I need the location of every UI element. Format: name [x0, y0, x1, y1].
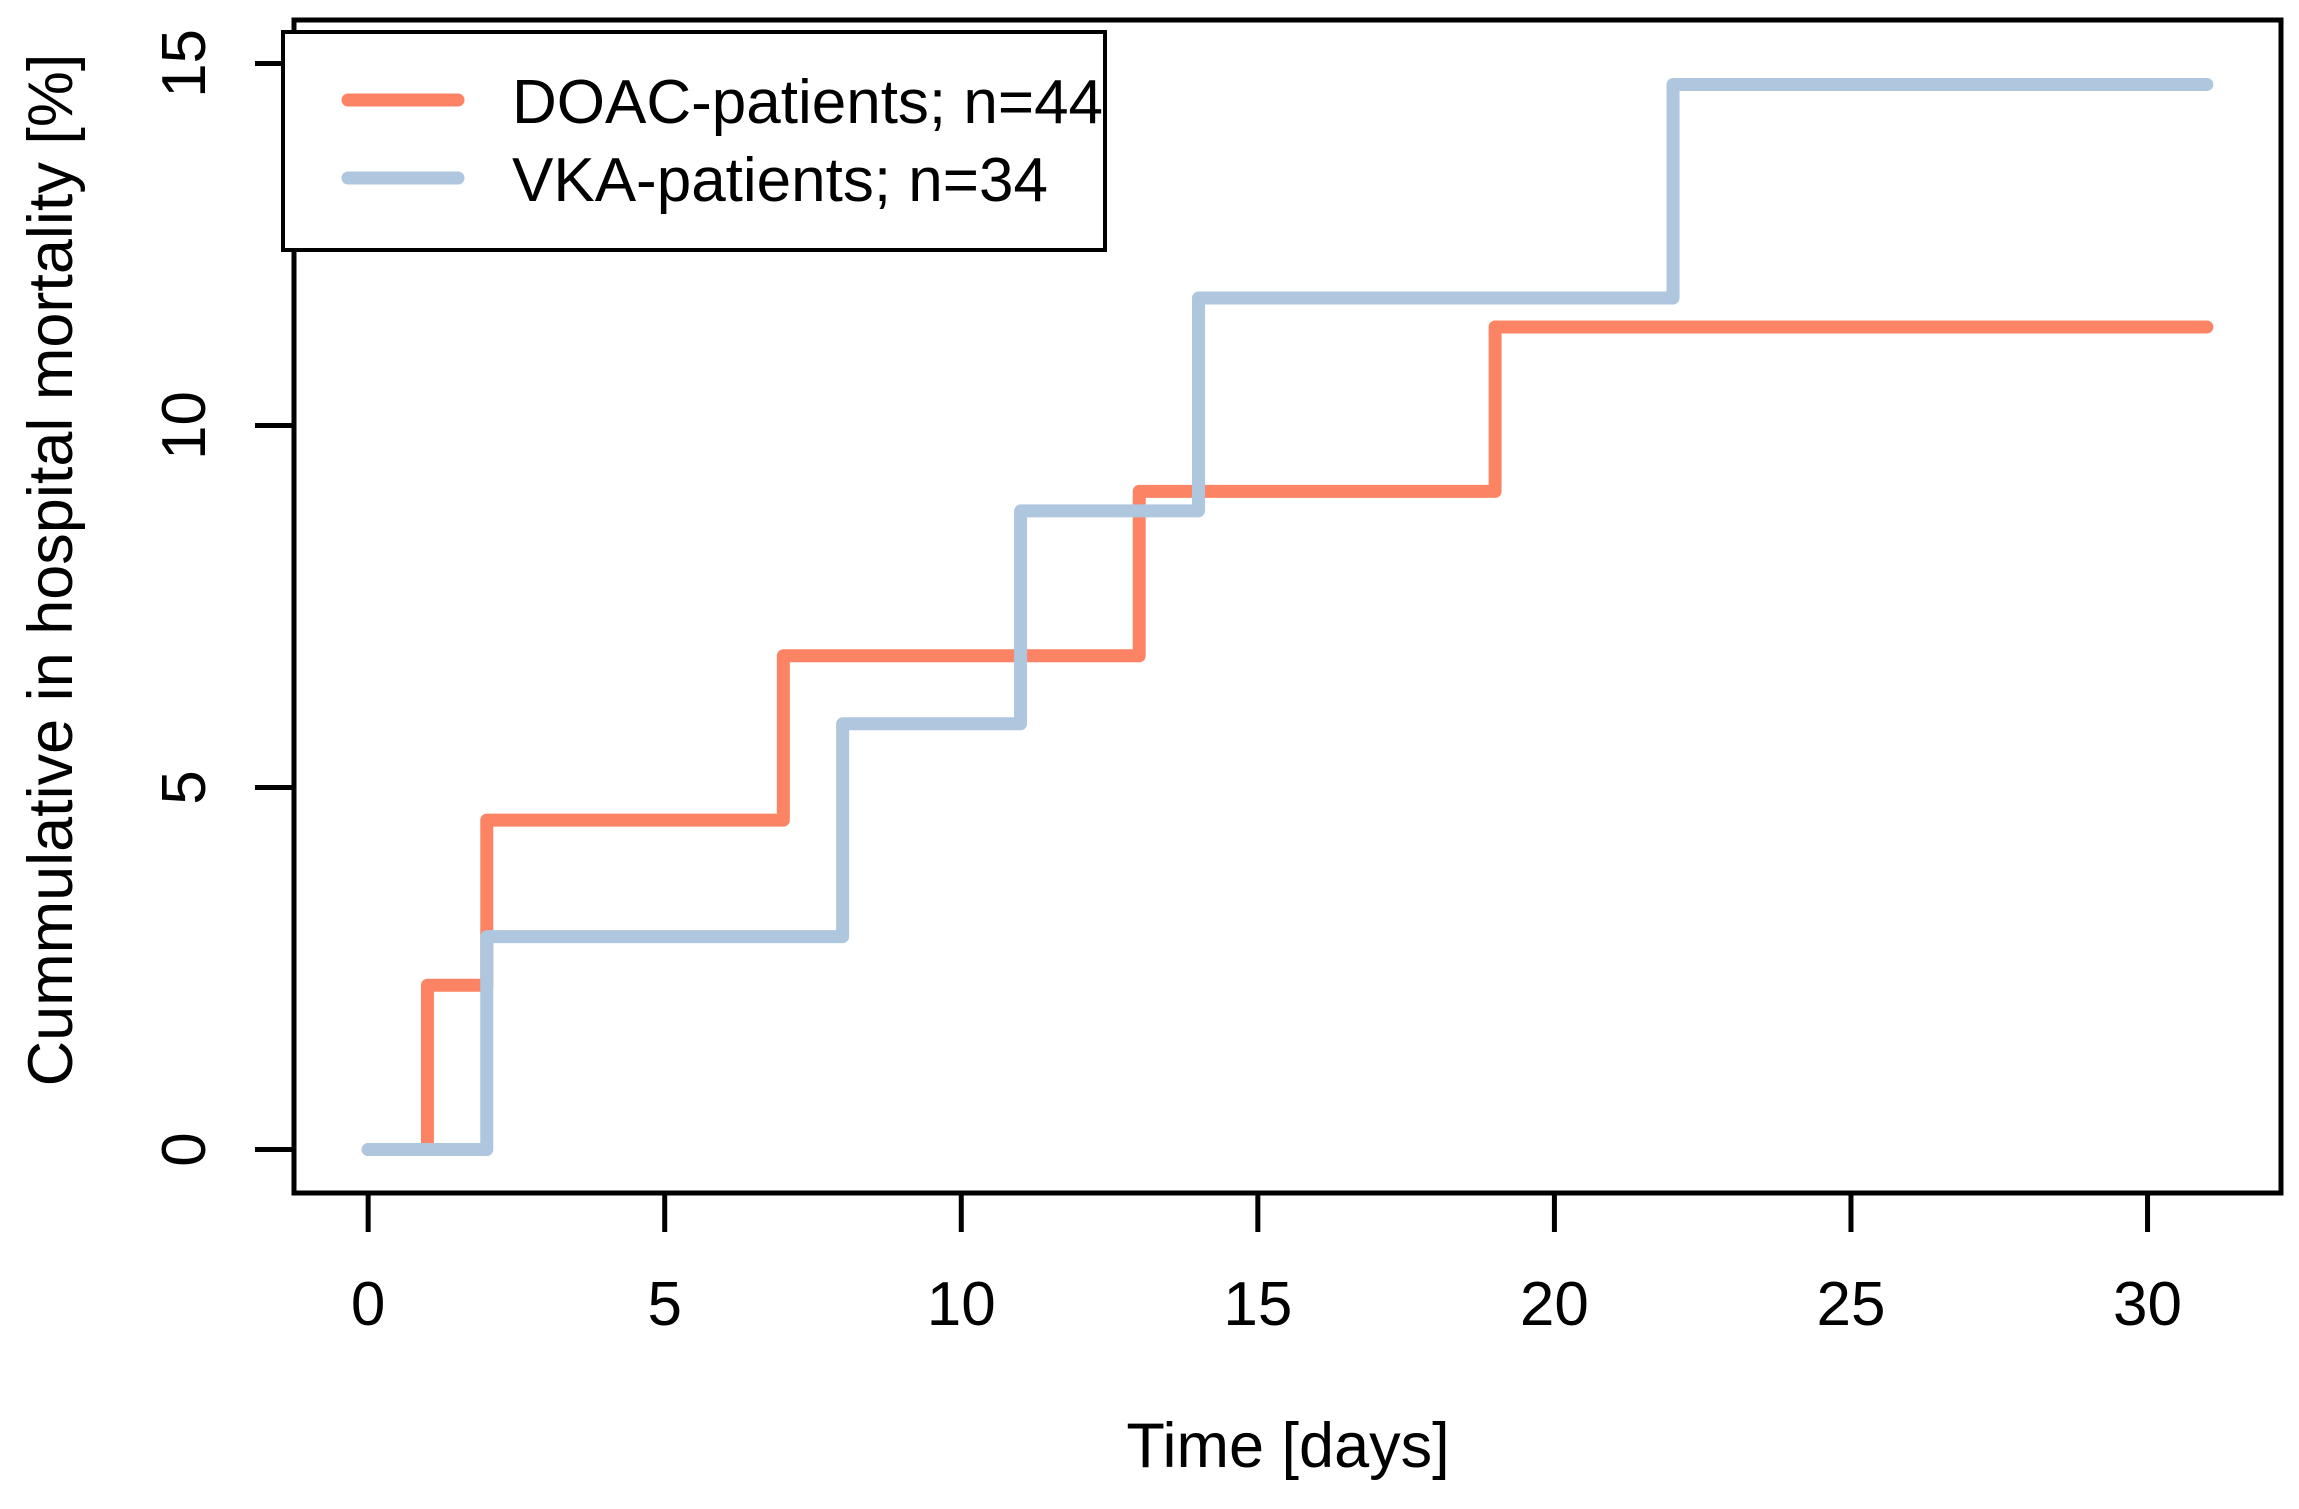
x-axis-title: Time [days] — [1126, 1411, 1449, 1481]
x-axis: 0 5 10 15 20 25 30 — [351, 1193, 2182, 1339]
y-axis-title: Cummulative in hospital mortality [%] — [16, 54, 86, 1087]
curves-layer — [361, 77, 2214, 1157]
y-tick-label: 0 — [150, 1132, 219, 1166]
x-tick-label: 0 — [351, 1270, 385, 1339]
x-tick-label: 30 — [2113, 1270, 2182, 1339]
curve-doac-patients-n-44 — [361, 320, 2214, 1157]
y-tick-label: 15 — [150, 29, 219, 98]
legend-label-vka: VKA-patients; n=34 — [512, 146, 1048, 215]
plot-border — [291, 17, 2284, 1196]
x-tick-label: 10 — [927, 1270, 996, 1339]
x-tick-label: 15 — [1223, 1270, 1292, 1339]
x-tick-label: 20 — [1520, 1270, 1589, 1339]
curve-vka-patients-n-34 — [361, 77, 2214, 1157]
legend: DOAC-patients; n=44 VKA-patients; n=34 — [281, 30, 1107, 252]
y-axis: 0 5 10 15 — [150, 29, 294, 1167]
y-tick-label: 10 — [150, 391, 219, 460]
y-tick-label: 5 — [150, 770, 219, 804]
legend-box — [281, 30, 1107, 252]
x-tick-label: 5 — [647, 1270, 681, 1339]
x-tick-label: 25 — [1816, 1270, 1885, 1339]
legend-label-doac: DOAC-patients; n=44 — [512, 68, 1103, 137]
